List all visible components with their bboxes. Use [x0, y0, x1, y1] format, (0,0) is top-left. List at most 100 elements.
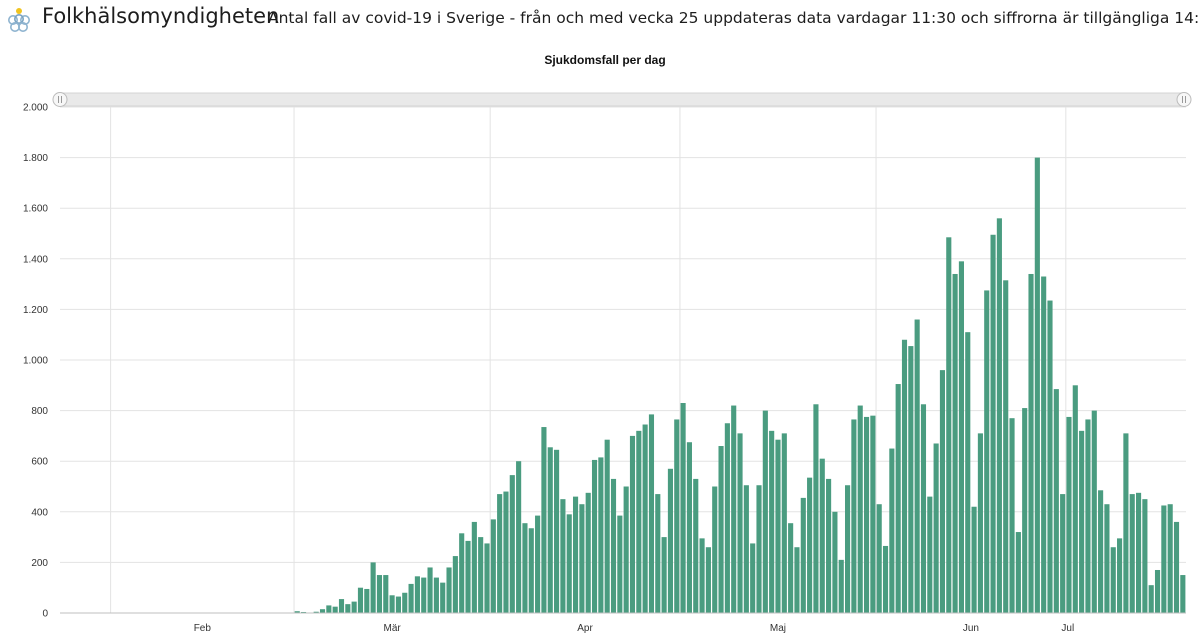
bar [395, 596, 401, 613]
scrollbar-left-handle[interactable] [52, 92, 68, 107]
bar [762, 410, 768, 613]
bar [566, 514, 572, 613]
bar [1117, 538, 1123, 613]
bar [876, 504, 882, 613]
page-subtitle: Antal fall av covid-19 i Sverige - från … [268, 9, 1200, 27]
bar [1009, 418, 1015, 613]
bar [383, 575, 389, 613]
bar [421, 577, 427, 613]
bar [484, 543, 490, 613]
bar [794, 547, 800, 613]
bar [674, 419, 680, 613]
header: Folkhälsomyndigheten Antal fall av covid… [0, 0, 1200, 40]
bar [819, 458, 825, 613]
y-axis: 0 200 400 600 800 1.000 1.200 1.400 1.600 1.800 2.… [23, 103, 48, 620]
bar [971, 506, 977, 613]
bar [452, 556, 458, 613]
y-tick-label: 1.000 [23, 356, 48, 367]
bar [560, 499, 566, 613]
bar [642, 424, 648, 613]
bar [933, 443, 939, 613]
scrollbar-right-handle[interactable] [1176, 92, 1192, 107]
scrollbar-track[interactable] [59, 92, 1185, 107]
bar [851, 419, 857, 613]
bar [516, 461, 522, 613]
bar [465, 540, 471, 613]
bar [1091, 410, 1097, 613]
bar [313, 611, 319, 613]
bar [769, 430, 775, 613]
bar [737, 433, 743, 613]
bar [471, 521, 477, 613]
bar [1022, 408, 1028, 613]
x-tick-label: Jun [963, 623, 979, 634]
bar [332, 606, 338, 613]
x-tick-label: Jul [1061, 623, 1074, 634]
bar [1034, 157, 1040, 613]
y-tick-label: 2.000 [23, 103, 48, 114]
bar [478, 537, 484, 613]
bar [414, 576, 420, 613]
bar [617, 515, 623, 613]
bar [585, 492, 591, 613]
bar [648, 414, 655, 613]
bar [338, 599, 345, 613]
bar [984, 290, 990, 613]
y-tick-label: 800 [31, 406, 48, 417]
y-tick-label: 1.200 [23, 305, 48, 316]
bar [667, 468, 674, 613]
bar [604, 439, 610, 613]
bar [693, 478, 699, 613]
bar [1135, 492, 1142, 613]
bar [807, 477, 813, 613]
bar [724, 423, 730, 613]
bar [977, 433, 983, 613]
bar [731, 405, 737, 613]
bar [826, 478, 832, 613]
bar [1079, 430, 1085, 613]
y-tick-label: 200 [31, 558, 48, 569]
range-scrollbar[interactable] [52, 92, 1192, 107]
bar [813, 404, 819, 613]
bar [756, 485, 762, 613]
bar [364, 588, 370, 613]
bar [1060, 494, 1066, 613]
bar [1047, 300, 1053, 613]
bar [699, 538, 705, 613]
bar [686, 442, 692, 613]
y-tick-label: 600 [31, 457, 48, 468]
bar [1003, 280, 1009, 613]
bar [598, 457, 604, 613]
bar [579, 504, 585, 613]
bar [895, 384, 901, 613]
bar [927, 496, 933, 613]
bar [1098, 490, 1104, 613]
bar [901, 339, 908, 613]
bar [402, 592, 408, 613]
bar [572, 496, 579, 613]
bar [1015, 532, 1021, 613]
bar [440, 582, 446, 613]
bar [1148, 585, 1154, 613]
bar [490, 519, 496, 613]
bar [351, 601, 357, 613]
y-tick-label: 400 [31, 507, 48, 518]
y-tick-label: 1.800 [23, 153, 48, 164]
bar [459, 533, 465, 613]
x-tick-label: Apr [577, 623, 593, 634]
bar [535, 515, 541, 613]
bar [712, 486, 718, 613]
bar [845, 485, 851, 613]
brand-name: Folkhälsomyndigheten [42, 4, 280, 28]
bar [376, 575, 383, 613]
bar [389, 595, 395, 613]
bar [528, 528, 534, 613]
bar [788, 523, 794, 613]
bar [554, 449, 560, 613]
bar [680, 403, 686, 613]
x-tick-label: Maj [770, 623, 786, 634]
bar [497, 494, 503, 613]
bar [1180, 575, 1186, 613]
bar [1104, 504, 1110, 613]
bar [427, 567, 433, 613]
